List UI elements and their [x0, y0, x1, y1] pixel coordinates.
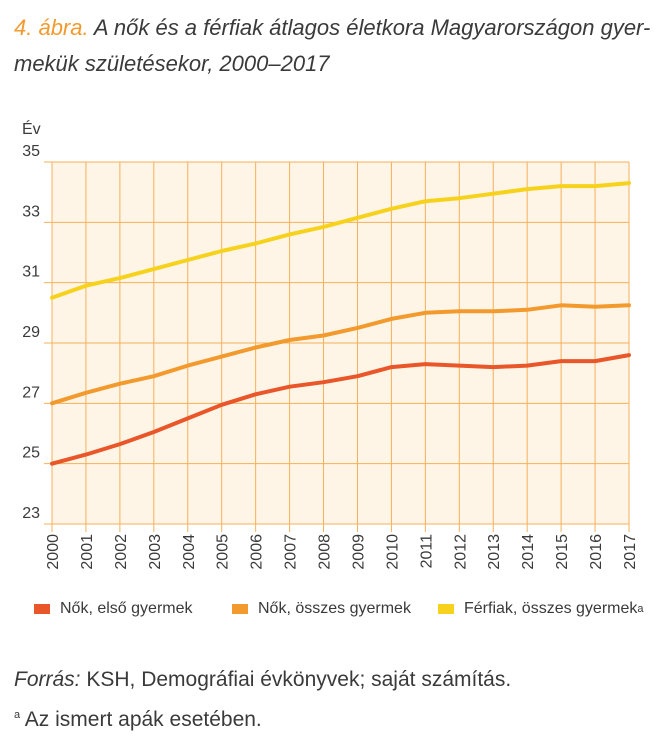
x-tick-label: 2011	[418, 534, 435, 569]
legend-label: Nők, első gyermek	[60, 600, 193, 617]
footnote-marker: a	[637, 603, 644, 615]
x-tick-label: 2012	[452, 534, 469, 570]
title-text: A nők és a férfiak átlagos életkora Magy…	[14, 15, 651, 76]
y-axis-label: Év	[22, 119, 41, 138]
legend-label: Nők, összes gyermek	[258, 600, 411, 617]
x-tick-label: 2000	[45, 534, 62, 570]
y-tick-label: 23	[22, 505, 40, 522]
series-line	[50, 353, 631, 466]
x-tick-label: 2010	[384, 534, 401, 570]
x-tick-label: 2015	[554, 534, 571, 570]
legend-swatch	[232, 604, 248, 614]
chart-title: 4. ábra. A nők és a férfiak átlagos élet…	[14, 10, 654, 82]
x-tick-label: 2006	[249, 534, 266, 570]
x-tick-label: 2004	[181, 534, 198, 570]
x-tick-label: 2003	[147, 534, 164, 570]
source-line: Forrás: KSH, Demográfiai évkönyvek; sajá…	[14, 668, 511, 692]
legend-swatch	[438, 604, 454, 614]
footnote-marker: a	[14, 709, 21, 721]
source-label: Forrás:	[14, 668, 81, 691]
y-tick-label: 35	[22, 143, 40, 160]
x-tick-label: 2013	[486, 534, 503, 570]
footnote: a Az ismert apák esetében.	[14, 708, 262, 732]
x-tick-label: 2017	[622, 534, 639, 570]
x-tick-label: 2007	[283, 534, 300, 570]
legend-item-all-children-women: Nők, összes gyermek	[232, 600, 411, 618]
x-tick-label: 2001	[79, 534, 96, 570]
y-tick-label: 33	[22, 203, 40, 220]
y-tick-label: 29	[22, 324, 40, 341]
y-tick-label: 25	[22, 445, 40, 462]
source-text: KSH, Demográfiai évkönyvek; saját számít…	[80, 668, 512, 691]
footnote-text: Az ismert apák esetében.	[20, 708, 262, 731]
series-line	[50, 181, 631, 300]
legend-label: Férfiak, összes gyermek	[464, 600, 638, 617]
figure-number: 4. ábra.	[14, 15, 89, 40]
series-line	[50, 303, 631, 406]
series-lines	[50, 181, 631, 466]
y-tick-labels: 23 25 27 29 31 33 35	[22, 143, 40, 522]
y-tick-label: 27	[22, 384, 40, 401]
legend-item-first-child: Nők, első gyermek	[34, 600, 193, 618]
x-tick-label: 2005	[215, 534, 232, 570]
legend-swatch	[34, 604, 50, 614]
x-tick-label: 2016	[588, 534, 605, 570]
legend: Nők, első gyermek Nők, összes gyermek Fé…	[34, 600, 654, 628]
legend-item-all-children-men: Férfiak, összes gyermek a	[438, 600, 644, 618]
x-tick-label: 2014	[520, 534, 537, 570]
x-tick-labels: 2000 2001 2002 2003 2004 2005 2006 2007 2008 2009…	[45, 534, 639, 570]
y-tick-label: 31	[22, 264, 40, 281]
x-tick-label: 2008	[317, 534, 334, 570]
x-tick-label: 2009	[350, 534, 367, 570]
x-tick-label: 2002	[113, 534, 130, 570]
